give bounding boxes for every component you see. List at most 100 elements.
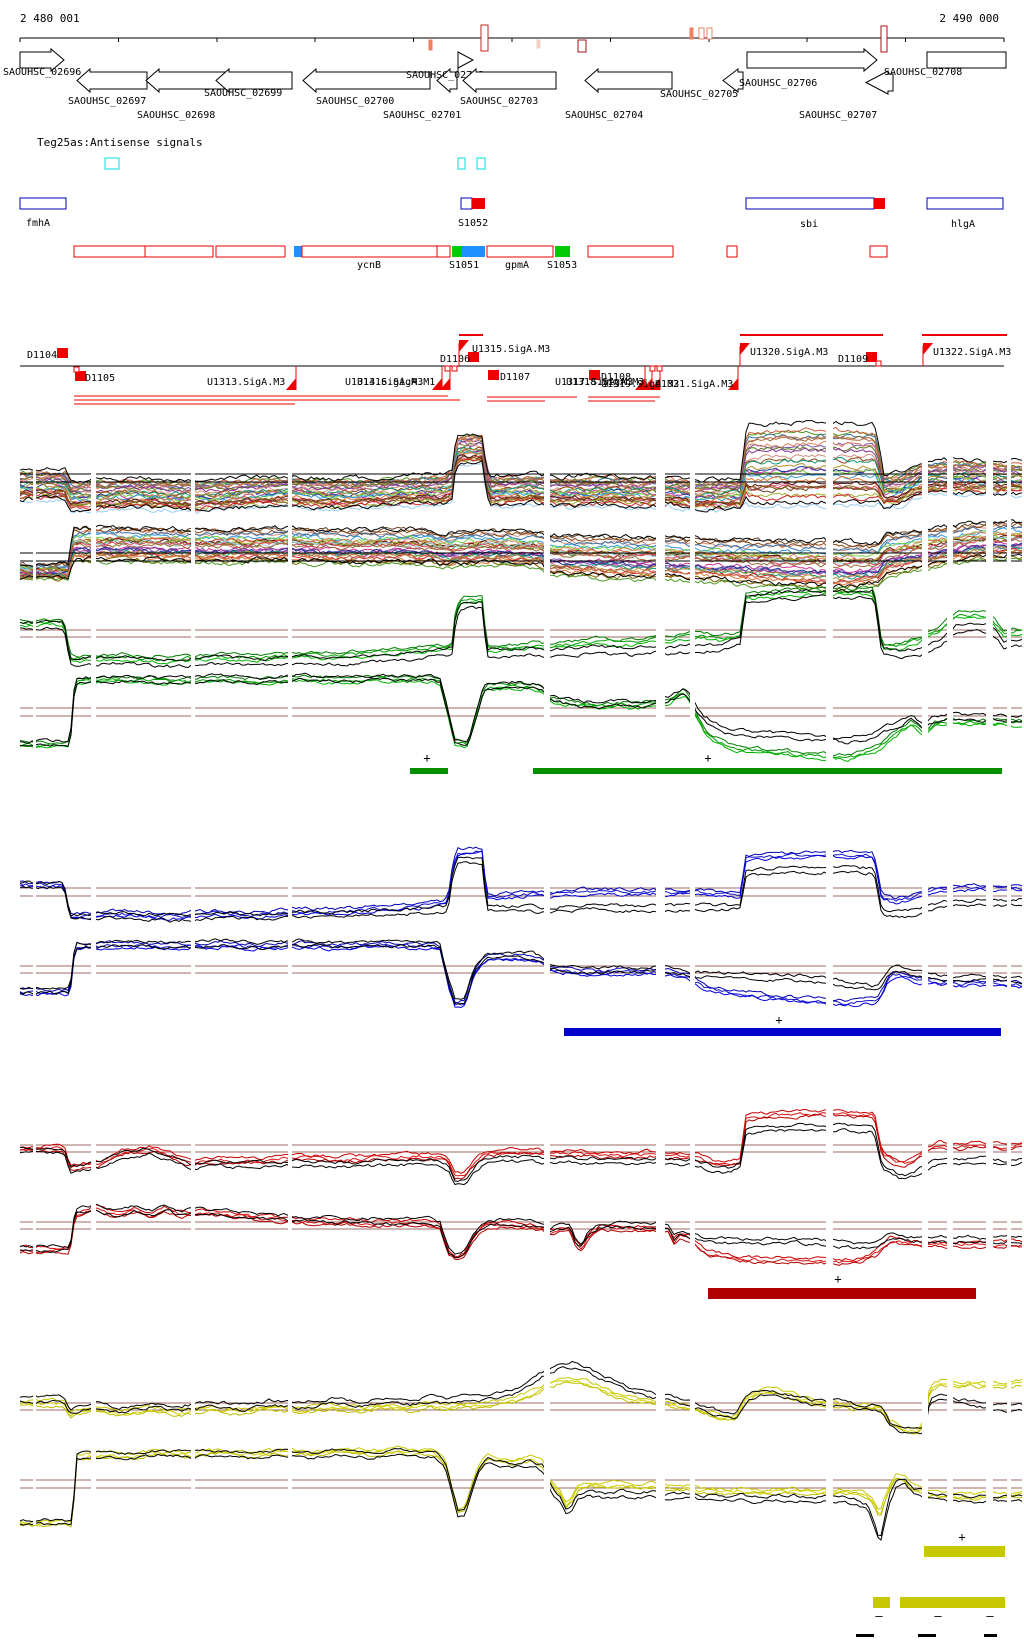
operon-segment[interactable] <box>587 245 674 258</box>
terminator-box-D1105[interactable] <box>75 371 86 381</box>
tss-label: U1320.SigA.M3 <box>750 347 828 358</box>
operon-segment[interactable] <box>726 245 738 258</box>
operon-segment[interactable] <box>462 246 485 257</box>
probe-gap <box>947 1330 953 1525</box>
variant-mark[interactable] <box>577 39 587 53</box>
green-plus-bars[interactable] <box>410 768 448 774</box>
operon-segment[interactable] <box>215 245 286 258</box>
variant-mark[interactable] <box>536 39 541 49</box>
yellow-minus-bars[interactable] <box>900 1597 1005 1608</box>
signal-line <box>19 1360 1023 1429</box>
feature-box-S1052[interactable] <box>460 197 473 210</box>
probe-gap <box>288 1098 292 1268</box>
operon-segment[interactable] <box>301 245 438 258</box>
gene-arrow-SAOUHSC_02697[interactable] <box>76 67 148 94</box>
green-plus-bars[interactable] <box>533 768 1002 774</box>
signal-line <box>19 846 1023 916</box>
feature-box-hlgA[interactable] <box>926 197 1004 210</box>
probe-gap <box>986 1330 993 1525</box>
gene-arrow-SAOUHSC_02698[interactable] <box>145 67 226 94</box>
tss-flag-U1319.SigA.M3[interactable] <box>650 378 660 390</box>
antisense-signal-box[interactable] <box>104 157 120 170</box>
yellow-minus-bars[interactable] <box>873 1597 890 1608</box>
probe-gap <box>922 585 928 762</box>
signal-line <box>19 531 1023 573</box>
signal-block-blue-set <box>19 845 1023 1015</box>
feature-red-segment[interactable] <box>472 198 485 209</box>
gene-arrow-SAOUHSC_02702[interactable] <box>457 51 475 69</box>
terminator-box-D1104[interactable] <box>57 348 68 358</box>
signal-line <box>19 850 1023 919</box>
gene-arrow-SAOUHSC_02700[interactable] <box>302 67 431 94</box>
probe-gap <box>1007 1330 1011 1525</box>
call-bars: + + + + + – – – <box>410 751 1005 1637</box>
variant-mark[interactable] <box>880 25 888 53</box>
gene-arrow-SAOUHSC_02708[interactable] <box>926 51 1007 69</box>
probe-gap <box>690 1330 695 1525</box>
terminator-box-D1106[interactable] <box>468 352 479 362</box>
plus-sign: + <box>423 751 430 765</box>
tss-flag-U1318.SigA.M3[interactable] <box>642 378 652 390</box>
probe-gap <box>690 1098 695 1268</box>
operon-label: S1053 <box>547 260 577 271</box>
signal-line <box>19 1379 1023 1434</box>
probe-gap <box>656 585 665 762</box>
operon-segment[interactable] <box>555 246 570 257</box>
variant-mark[interactable] <box>698 27 705 40</box>
signal-line <box>19 850 1023 921</box>
tss-flag-U1314.SigA.M3[interactable] <box>432 378 442 390</box>
tss-label: U1316.SigA.M1 <box>357 377 435 388</box>
minus-sign: – <box>875 1609 883 1623</box>
operon-segment[interactable] <box>486 245 554 258</box>
tss-flag-U1322.SigA.M3[interactable] <box>923 343 933 355</box>
tss-flag-U1315.SigA.M3[interactable] <box>459 340 469 352</box>
probe-gap <box>1007 845 1011 1015</box>
tss-flag-U1320.SigA.M3[interactable] <box>740 343 750 355</box>
yellow-plus-bar[interactable] <box>924 1546 1005 1557</box>
gene-arrow-SAOUHSC_02704[interactable] <box>584 67 673 94</box>
operon-segment[interactable] <box>452 246 462 257</box>
gene-arrow-SAOUHSC_02705[interactable] <box>722 67 744 94</box>
feature-box-fmhA[interactable] <box>19 197 67 210</box>
terminator-box-D1109[interactable] <box>866 352 877 362</box>
bottom-dash <box>856 1634 874 1637</box>
signal-line <box>19 594 1023 669</box>
variant-mark[interactable] <box>689 27 694 40</box>
signal-line <box>19 1204 1023 1262</box>
tss-flag-U1316.SigA.M1[interactable] <box>440 378 450 390</box>
antisense-signal-box[interactable] <box>457 157 466 170</box>
gene-arrow-SAOUHSC_02696[interactable] <box>19 47 65 73</box>
darkred-plus-bar[interactable] <box>708 1288 976 1299</box>
tss-flag-U1321.SigA.M3[interactable] <box>728 378 738 390</box>
tss-flag-U1313.SigA.M3[interactable] <box>286 378 296 390</box>
signal-block-green-set <box>19 585 1023 762</box>
operon-segment[interactable] <box>436 245 451 258</box>
terminator-box-D1108[interactable] <box>589 370 600 380</box>
signal-line <box>19 861 1023 923</box>
operon-segment[interactable] <box>144 245 214 258</box>
variant-mark[interactable] <box>428 39 433 51</box>
signal-line <box>19 1209 1023 1259</box>
gene-arrow-SAOUHSC_02703[interactable] <box>462 67 557 94</box>
signal-line <box>19 945 1023 1009</box>
gene-label: SAOUHSC_02705 <box>660 89 738 100</box>
operon-segment[interactable] <box>294 246 302 257</box>
blue-plus-bar[interactable] <box>564 1028 1001 1036</box>
feature-red-segment[interactable] <box>874 198 885 209</box>
tss-flag-U1317.SigA.M3[interactable] <box>635 378 645 390</box>
gene-arrow-SAOUHSC_02707[interactable] <box>864 70 894 95</box>
probe-gap <box>91 1098 96 1268</box>
operon-segment[interactable] <box>73 245 146 258</box>
antisense-signal-box[interactable] <box>476 157 486 170</box>
gene-arrow-SAOUHSC_02706[interactable] <box>746 47 878 73</box>
signal-line <box>19 678 1023 762</box>
gene-arrow-SAOUHSC_02701[interactable] <box>436 67 458 94</box>
operon-segment[interactable] <box>869 245 888 258</box>
feature-box-sbi[interactable] <box>745 197 875 210</box>
variant-mark[interactable] <box>706 27 713 40</box>
signal-line <box>19 1453 1023 1542</box>
probe-gap <box>191 845 195 1015</box>
terminator-box-D1107[interactable] <box>488 370 499 380</box>
gene-arrow-SAOUHSC_02699[interactable] <box>215 67 293 94</box>
variant-mark[interactable] <box>480 24 489 52</box>
